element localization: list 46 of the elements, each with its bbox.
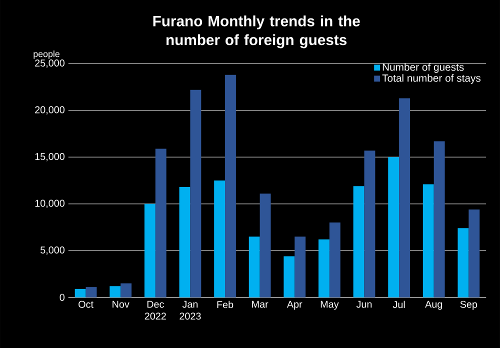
x-tick-label: Sep [460,300,478,310]
y-tick-label: 15,000 [35,153,65,162]
y-tick-label: 0 [60,294,65,301]
bar [284,256,295,298]
x-tick-label: Aug [425,300,442,310]
bar [120,283,132,298]
x-tick-label: Nov [112,300,130,308]
bar [458,228,469,298]
bar [294,236,306,298]
y-tick-label: 10,000 [35,200,65,208]
bar [248,236,260,298]
legend-label: Number of guests [382,63,464,73]
x-tick-label: Oct [78,300,94,308]
y-axis-title: people [34,50,60,59]
x-tick-label: Jul [392,300,405,308]
bar [110,286,121,298]
bar [225,74,236,298]
bar [214,180,226,298]
x-tick-label: May [320,300,339,310]
bar [434,141,445,298]
bar [468,209,480,298]
x-tick-label: Feb [217,300,234,308]
bar [144,204,156,298]
bar [353,186,364,298]
bar [74,288,86,298]
bar [399,98,410,298]
bar [422,184,434,298]
x-tick-label: Apr [286,300,302,310]
bar [388,157,400,298]
bar [179,187,190,298]
x-tick-label: Jan 2023 [180,300,201,320]
x-tick-label: Jun [356,300,372,308]
legend-label: Total number of stays [382,74,481,84]
bar [190,90,202,298]
chart-title: Furano Monthly trends in the number of foreign guests [153,15,360,48]
x-tick-label: Dec 2022 [144,300,166,320]
bar [364,150,376,298]
x-tick-label: Mar [252,300,268,308]
y-tick-label: 20,000 [35,106,65,114]
bar [318,239,330,298]
bar [155,148,166,298]
bar [329,222,340,298]
bar [86,287,97,298]
bar [260,194,271,298]
y-tick-label: 25,000 [35,60,65,68]
y-tick-label: 5,000 [40,246,65,255]
